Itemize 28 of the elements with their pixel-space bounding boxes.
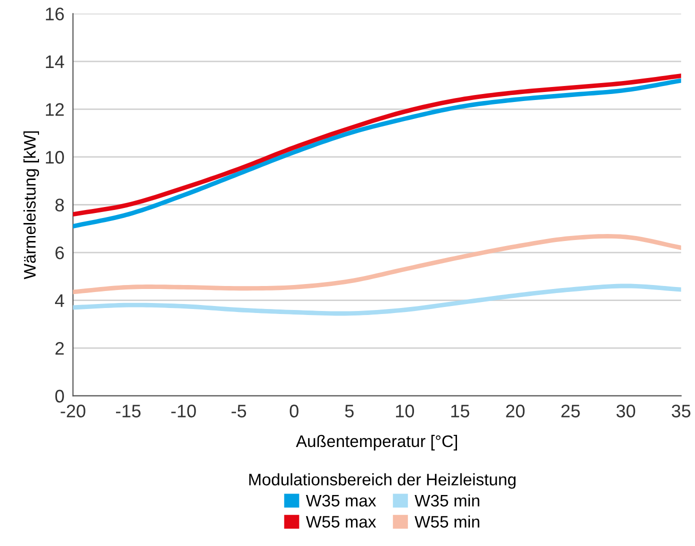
y-tick-label: 14 bbox=[46, 56, 64, 68]
x-tick-label: 20 bbox=[506, 404, 525, 418]
y-tick-label: 0 bbox=[55, 390, 64, 403]
x-tick-label: 35 bbox=[672, 404, 690, 418]
y-tick-label: 4 bbox=[55, 294, 64, 307]
legend-label: W35 max bbox=[306, 494, 376, 507]
x-tick-label: 5 bbox=[345, 404, 354, 418]
legend-label: W55 max bbox=[306, 516, 376, 528]
legend-label: W35 min bbox=[414, 494, 480, 507]
x-axis-title: Außentemperatur [°C] bbox=[296, 434, 457, 450]
y-tick-label: 10 bbox=[46, 150, 64, 164]
legend-title: Modulationsbereich der Heizleistung bbox=[249, 473, 516, 489]
x-tick-label: -5 bbox=[232, 404, 246, 418]
x-tick-label: 10 bbox=[396, 404, 414, 418]
y-tick-label: 2 bbox=[56, 342, 64, 355]
y-tick-label: 8 bbox=[55, 198, 64, 212]
x-tick-label: 25 bbox=[561, 404, 580, 418]
x-tick-label: 30 bbox=[616, 404, 636, 418]
y-tick-label: 6 bbox=[56, 246, 64, 260]
x-tick-label: -10 bbox=[171, 404, 196, 418]
y-tick-label: 12 bbox=[46, 103, 64, 116]
x-tick-label: 0 bbox=[290, 404, 298, 418]
x-tick-label: -15 bbox=[116, 404, 141, 418]
x-tick-label: -20 bbox=[60, 404, 86, 418]
x-tick-label: 15 bbox=[451, 404, 470, 418]
legend-label: W55 min bbox=[414, 515, 480, 528]
y-axis-title: Wärmeleistung [kW] bbox=[23, 131, 40, 280]
y-tick-label: 16 bbox=[46, 8, 64, 20]
